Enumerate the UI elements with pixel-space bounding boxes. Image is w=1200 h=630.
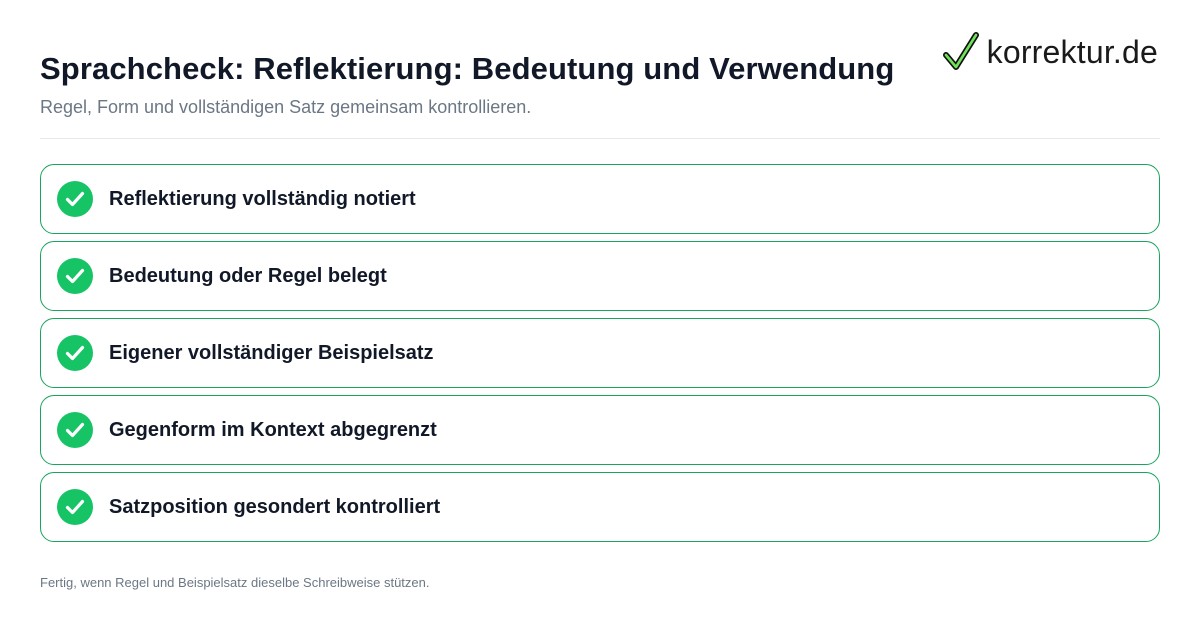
checklist-item: Satzposition gesondert kontrolliert bbox=[40, 472, 1160, 542]
brand-logo[interactable]: korrektur.de bbox=[942, 30, 1158, 74]
checklist-item-label: Eigener vollständiger Beispielsatz bbox=[109, 341, 434, 364]
checklist-item: Gegenform im Kontext abgegrenzt bbox=[40, 395, 1160, 465]
footer-note: Fertig, wenn Regel und Beispielsatz dies… bbox=[40, 575, 430, 590]
checkmark-icon bbox=[942, 32, 979, 70]
page-subtitle: Regel, Form und vollständigen Satz gemei… bbox=[40, 97, 532, 117]
check-circle-icon bbox=[57, 181, 93, 217]
checklist: Reflektierung vollständig notiert Bedeut… bbox=[40, 164, 1160, 549]
header-divider bbox=[40, 138, 1160, 139]
check-circle-icon bbox=[57, 489, 93, 525]
check-circle-icon bbox=[57, 258, 93, 294]
checklist-item: Reflektierung vollständig notiert bbox=[40, 164, 1160, 234]
check-circle-icon bbox=[57, 412, 93, 448]
checklist-item-label: Bedeutung oder Regel belegt bbox=[109, 264, 387, 287]
check-circle-icon bbox=[57, 335, 93, 371]
checklist-item: Eigener vollständiger Beispielsatz bbox=[40, 318, 1160, 388]
checklist-item: Bedeutung oder Regel belegt bbox=[40, 241, 1160, 311]
checklist-item-label: Gegenform im Kontext abgegrenzt bbox=[109, 418, 437, 441]
page-title: Sprachcheck: Reflektierung: Bedeutung un… bbox=[40, 51, 895, 86]
checklist-item-label: Reflektierung vollständig notiert bbox=[109, 187, 416, 210]
checklist-item-label: Satzposition gesondert kontrolliert bbox=[109, 495, 441, 518]
logo-text: korrektur.de bbox=[986, 34, 1158, 70]
